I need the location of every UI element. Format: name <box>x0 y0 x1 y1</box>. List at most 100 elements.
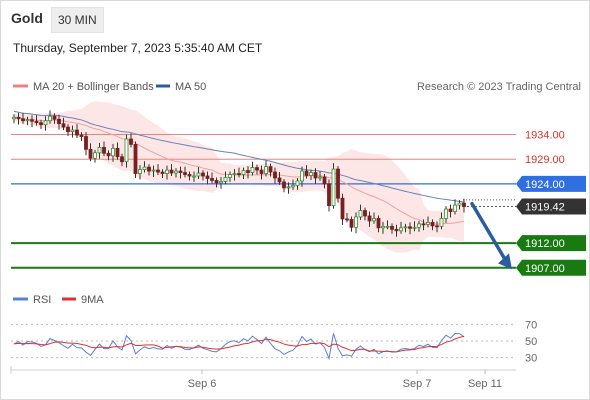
candle-up <box>111 147 115 157</box>
price-levels <box>11 134 516 269</box>
candle-up <box>48 115 52 122</box>
candle-down <box>322 176 327 185</box>
candle-down <box>304 170 309 176</box>
candle-down <box>205 175 210 179</box>
candle-down <box>246 170 250 173</box>
candle-up <box>142 166 147 170</box>
candle-down <box>156 169 160 173</box>
rsi-line <box>13 333 465 361</box>
candle-up <box>399 227 403 232</box>
candle-down <box>237 173 241 175</box>
candle-down <box>394 228 399 232</box>
candle-up <box>295 180 300 186</box>
candle-up <box>70 129 75 132</box>
candle-down <box>277 177 282 183</box>
candle-up <box>196 172 201 177</box>
candle-down <box>210 178 214 181</box>
candle-up <box>219 181 223 184</box>
candle-down <box>349 219 354 228</box>
candle-down <box>268 166 273 173</box>
candle-down <box>39 122 43 126</box>
candle-down <box>178 170 183 173</box>
candle-down <box>120 156 124 163</box>
candle-down <box>421 223 426 226</box>
candle-down <box>66 126 70 132</box>
resistance-label-1929.00: 1929.00 <box>525 154 565 166</box>
candle-down <box>129 138 133 145</box>
x-axis: Sep 6 Sep 7 Sep 11 <box>10 366 516 390</box>
candle-down <box>201 172 205 177</box>
candle-down <box>313 172 318 179</box>
legend-ma20-label: MA 20 + Bollinger Bands <box>33 81 154 93</box>
candle-up <box>93 152 97 159</box>
candle-down <box>255 167 259 171</box>
candle-down <box>214 180 219 184</box>
instrument-title: Gold <box>11 10 43 26</box>
candle-up <box>232 173 237 175</box>
candle-up <box>151 169 156 172</box>
last-price-label: 1919.42 <box>525 201 565 213</box>
candle-down <box>57 118 61 125</box>
candle-up <box>354 216 358 228</box>
pivot-tag-1924.00 <box>516 175 586 192</box>
candle-up <box>318 176 322 179</box>
candle-down <box>88 148 93 159</box>
candle-down <box>84 136 88 150</box>
candle-up <box>372 218 376 222</box>
candle-down <box>61 123 66 128</box>
candle-up <box>228 174 232 178</box>
candle-down <box>52 115 57 120</box>
rsi-level-label-50: 50 <box>525 336 537 348</box>
candlesticks <box>12 110 466 237</box>
rsi-9ma-line <box>13 335 465 353</box>
candle-down <box>75 129 79 136</box>
candle-up <box>138 169 142 174</box>
candle-down <box>273 171 277 179</box>
forecast-arrow-head <box>498 253 512 270</box>
candle-up <box>453 204 457 212</box>
candle-down <box>21 118 25 122</box>
candle-up <box>309 172 313 176</box>
candle-down <box>430 221 435 227</box>
support-tag-1912.00 <box>516 235 586 252</box>
candle-up <box>412 226 417 229</box>
ma50-line <box>13 110 465 203</box>
candle-up <box>385 225 390 228</box>
candle-down <box>259 169 264 174</box>
candle-up <box>241 170 246 175</box>
candle-down <box>390 225 394 230</box>
chart-datetime: Thursday, September 7, 2023 5:35:40 AM C… <box>13 41 263 55</box>
candle-down <box>282 181 286 189</box>
x-tick-label: Sep 6 <box>188 378 217 390</box>
legend-credit: Research © 2023 Trading Central <box>417 81 581 93</box>
candle-up <box>43 120 48 126</box>
candle-up <box>264 166 268 174</box>
candle-down <box>16 116 21 120</box>
pivot-label-1924.00: 1924.00 <box>525 179 565 191</box>
candle-down <box>183 172 187 175</box>
last-price-tag <box>516 198 586 215</box>
candle-down <box>376 218 381 229</box>
candle-up <box>426 221 430 225</box>
candle-up <box>417 223 421 228</box>
candle-down <box>336 168 340 199</box>
candle-up <box>165 169 169 174</box>
candle-up <box>444 208 448 219</box>
candle-down <box>363 210 367 217</box>
candle-up <box>286 186 291 189</box>
candle-down <box>367 215 372 222</box>
candle-down <box>147 166 151 172</box>
timeframe-badge[interactable]: 30 MIN <box>51 7 104 33</box>
support-label-1912.00: 1912.00 <box>525 238 565 250</box>
candle-up <box>97 146 102 154</box>
candle-down <box>448 208 453 212</box>
x-tick-label: Sep 11 <box>468 378 502 390</box>
candle-up <box>300 170 304 182</box>
candle-down <box>34 120 39 124</box>
candle-down <box>133 144 138 174</box>
candle-up <box>331 168 336 207</box>
rsi-level-label-70: 70 <box>525 319 537 331</box>
candle-down <box>160 171 165 174</box>
candle-down <box>169 169 174 174</box>
